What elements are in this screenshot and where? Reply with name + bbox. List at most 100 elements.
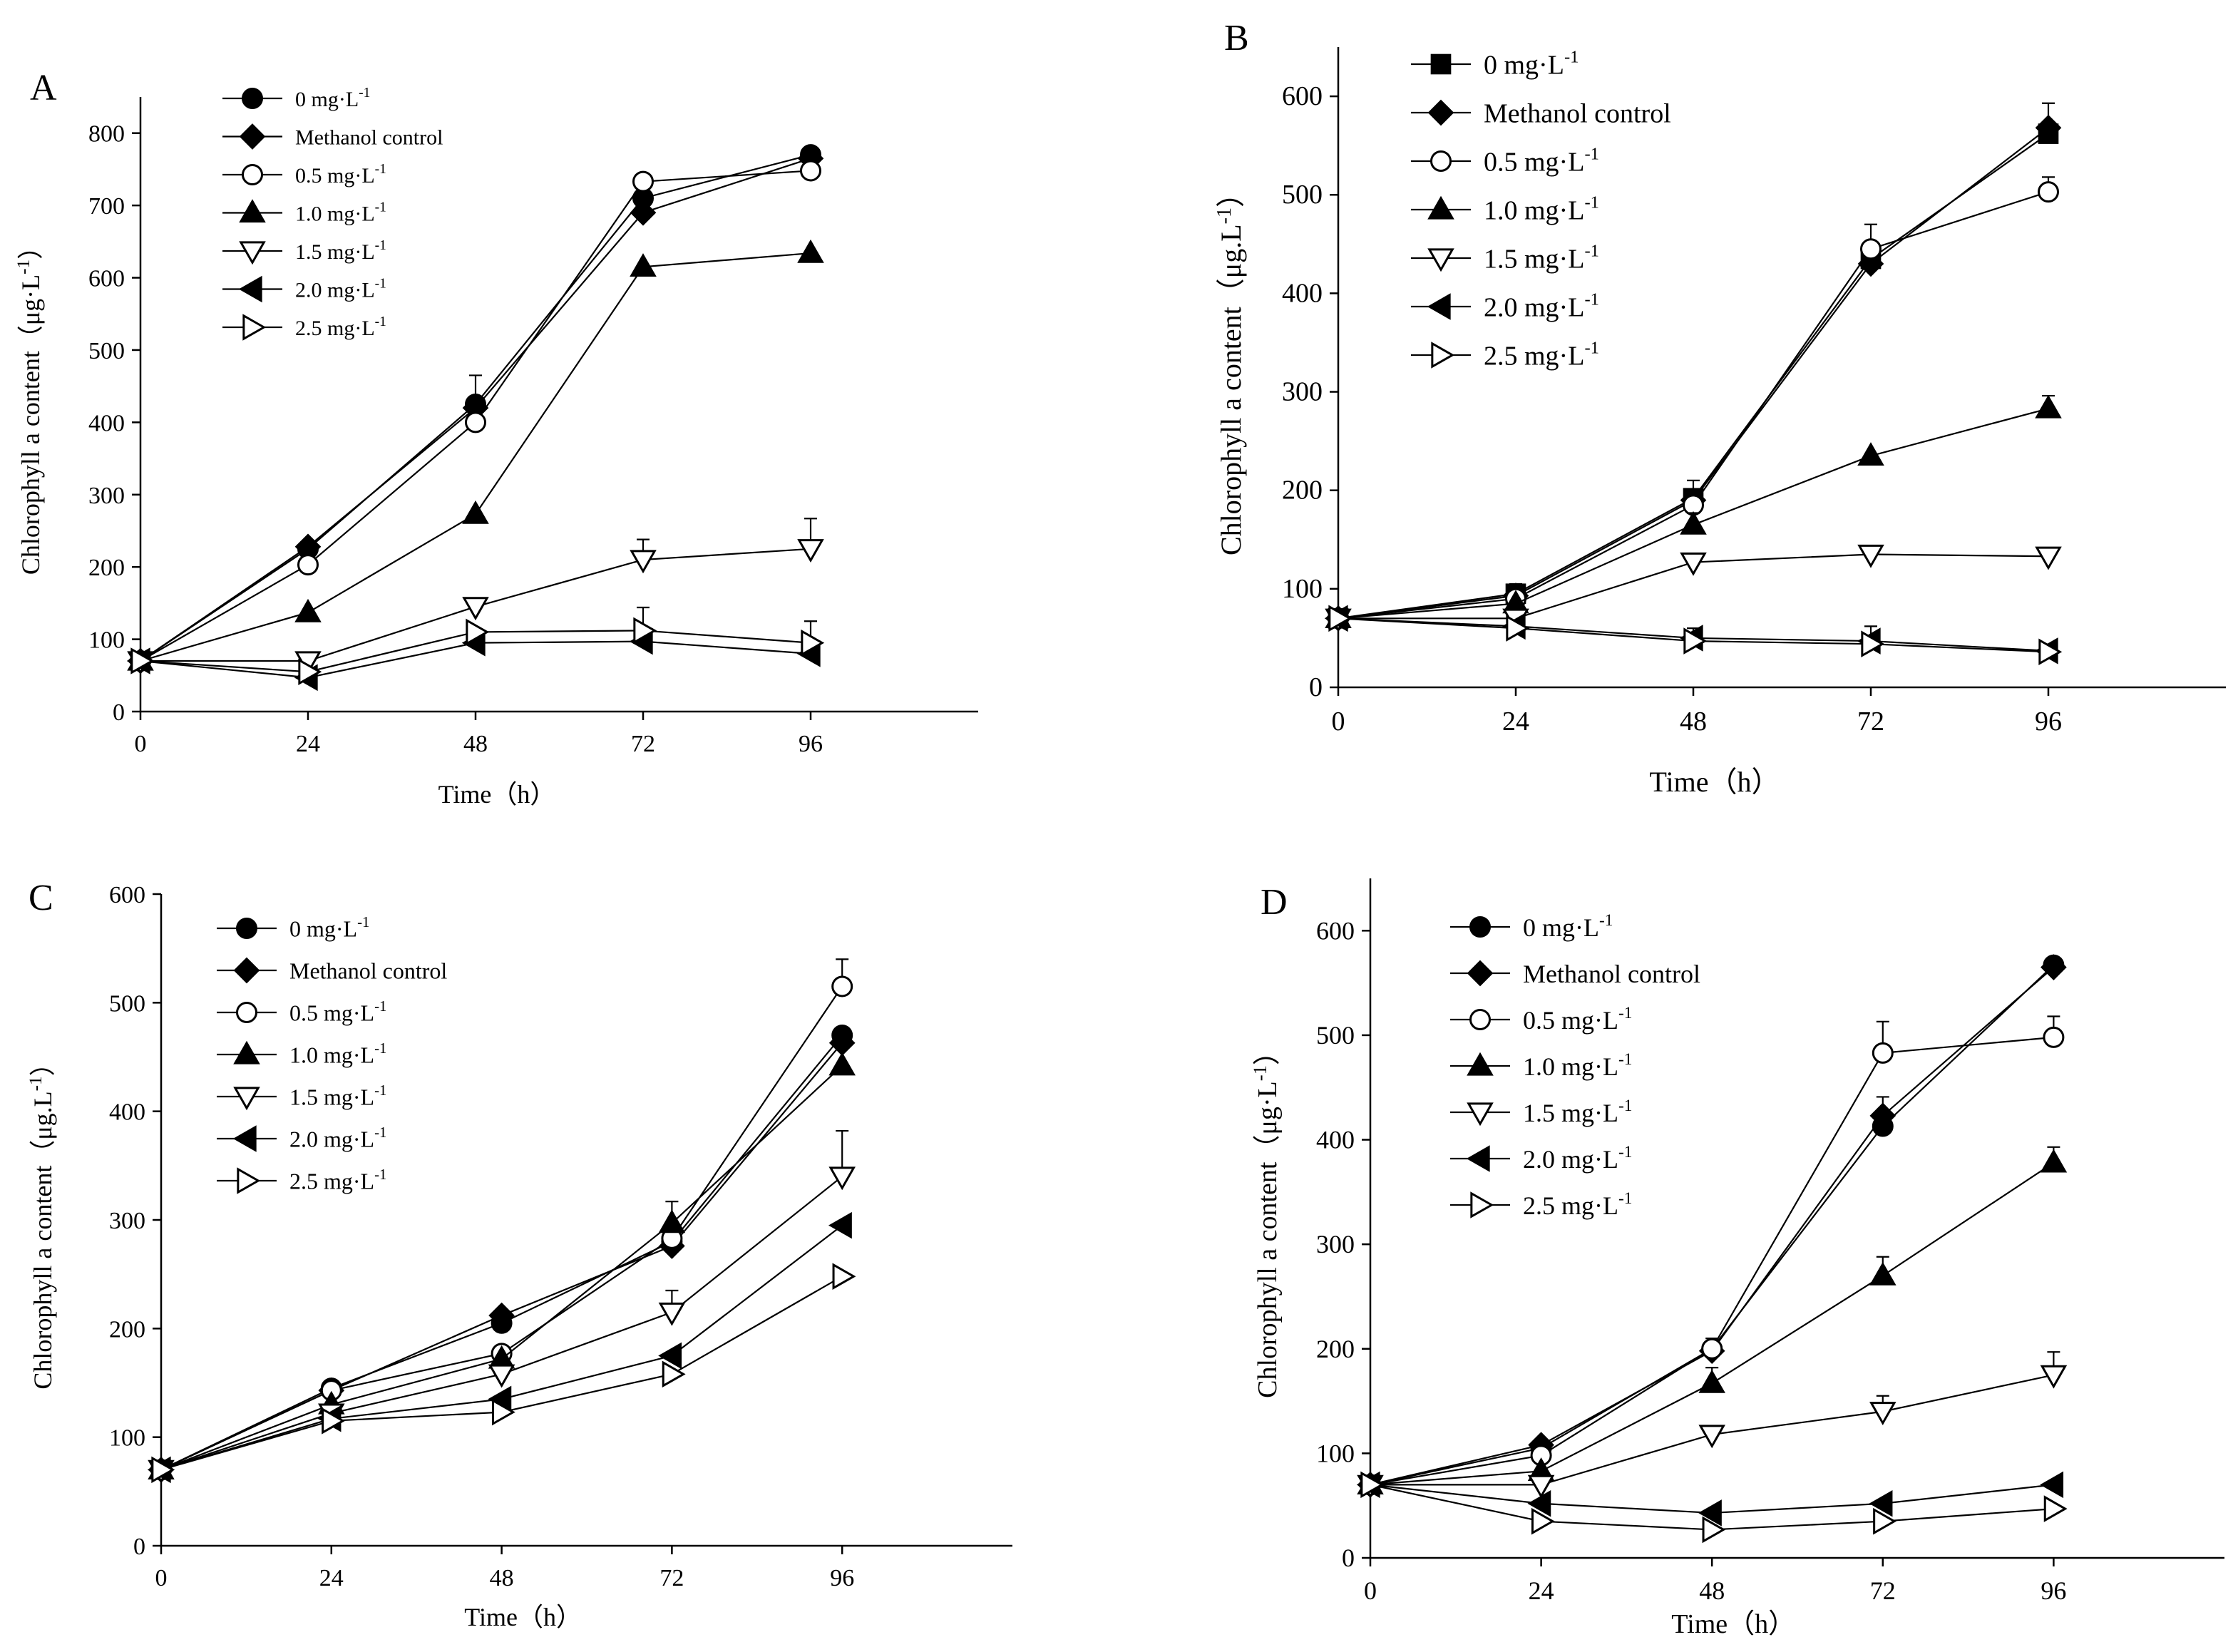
legend-label-text: Methanol control (289, 958, 447, 984)
legend-marker (239, 199, 266, 223)
data-point (658, 1209, 686, 1233)
data-point (465, 411, 486, 433)
legend-item: 1.5 mg·L-1 (1450, 1097, 1632, 1127)
legend-item: 1.5 mg·L-1 (217, 1082, 386, 1111)
legend-item: 2.0 mg·L-1 (1450, 1143, 1632, 1174)
data-point (151, 1456, 175, 1484)
legend-label: 2.0 mg·L-1 (289, 1124, 386, 1151)
legend-label-superscript: -1 (1618, 1050, 1633, 1069)
x-tick-label: 0 (1332, 707, 1345, 737)
legend-label-superscript: -1 (1584, 339, 1599, 358)
legend-label-text: 0 mg·L (295, 88, 359, 111)
x-tick-label: 72 (1870, 1576, 1896, 1605)
x-tick-label: 96 (830, 1565, 854, 1591)
data-point (1680, 552, 1707, 576)
legend-marker (232, 1125, 257, 1152)
legend-item: 0 mg·L-1 (217, 914, 369, 942)
legend-marker (1430, 53, 1452, 75)
legend-label-text: 1.5 mg·L (1523, 1099, 1618, 1127)
legend-label-superscript: -1 (375, 200, 386, 215)
legend-item: 1.0 mg·L-1 (1411, 193, 1599, 226)
legend-marker (242, 164, 263, 185)
data-point (630, 550, 657, 574)
data-point (831, 975, 853, 997)
legend-label-superscript: -1 (1564, 48, 1579, 67)
legend-label-superscript: -1 (1618, 1097, 1633, 1115)
y-tick-label: 400 (88, 410, 125, 436)
legend-item: 1.0 mg·L-1 (1450, 1050, 1632, 1081)
x-tick-label: 72 (659, 1565, 684, 1591)
legend-label-superscript: -1 (1599, 911, 1613, 930)
chart-panel-d: D 0 100 200 300 400 500 600 0 24 48 72 96 Time（h） Chlo… (1249, 878, 2224, 1639)
legend-label: 2.5 mg·L-1 (1484, 339, 1599, 371)
x-axis-label: Time（h） (1671, 1609, 1795, 1639)
legend-label-text: 2.0 mg·L (289, 1127, 374, 1152)
series-line (1338, 127, 2049, 620)
y-axis-label: Chlorophyll a content（μg.L-1） (26, 1050, 57, 1389)
data-point (1869, 1102, 1896, 1129)
legend-label: 0 mg·L-1 (1523, 911, 1613, 942)
legend-label: 0.5 mg·L-1 (1523, 1004, 1632, 1035)
y-axis-label-close: ） (16, 234, 45, 260)
y-axis-label-superscript: -1 (14, 260, 34, 275)
legend-label-superscript: -1 (1584, 290, 1599, 309)
data-point (630, 199, 657, 226)
legend-label: 2.0 mg·L-1 (1484, 290, 1599, 323)
y-tick-label: 400 (109, 1099, 145, 1126)
panel-label: B (1224, 18, 1249, 58)
x-tick-label: 0 (135, 731, 147, 757)
legend-label-superscript: -1 (375, 162, 386, 177)
legend-marker (1427, 293, 1451, 320)
data-point (828, 1052, 856, 1076)
data-point (2035, 546, 2062, 570)
legend-label-superscript: -1 (1584, 193, 1599, 212)
y-tick-label: 100 (1282, 574, 1323, 604)
legend-label: 1.5 mg·L-1 (1523, 1097, 1632, 1127)
x-tick-label: 48 (490, 1565, 514, 1591)
x-tick-label: 24 (296, 731, 320, 757)
legend-item: 2.0 mg·L-1 (217, 1124, 386, 1152)
legend-label-text: 1.5 mg·L (295, 240, 375, 264)
data-point (800, 160, 821, 182)
legend-marker (1470, 1191, 1494, 1219)
data-point (130, 647, 155, 674)
data-point (1702, 1516, 1726, 1544)
legend-marker (236, 918, 257, 939)
panel-label: D (1261, 882, 1288, 923)
legend-item: 0.5 mg·L-1 (222, 162, 386, 188)
y-tick-label: 600 (109, 882, 145, 908)
legend-label-text: 0 mg·L (1484, 51, 1564, 81)
x-tick-label: 48 (1699, 1576, 1725, 1605)
data-point (1857, 544, 1884, 568)
y-tick-label: 500 (1282, 180, 1323, 210)
data-point (2035, 394, 2062, 419)
legend-label-text: Methanol control (1523, 960, 1700, 988)
legend-label-superscript: -1 (374, 998, 386, 1015)
data-point (633, 617, 657, 645)
legend-label-text: 1.5 mg·L (1484, 245, 1584, 275)
legend-label: 1.0 mg·L-1 (295, 200, 386, 226)
y-tick-label: 300 (1316, 1230, 1355, 1258)
legend-label: Methanol control (1484, 99, 1671, 129)
data-point (466, 618, 490, 646)
series-2 (1325, 102, 2062, 632)
y-tick-label: 200 (88, 555, 125, 581)
y-axis-label-close: ） (1215, 179, 1247, 207)
legend-label-text: 0.5 mg·L (1523, 1006, 1618, 1035)
legend-marker (1427, 195, 1454, 220)
data-point (1527, 1474, 1555, 1499)
panel-label: C (29, 878, 53, 918)
legend-label-superscript: -1 (374, 1124, 386, 1141)
data-point (488, 1302, 515, 1329)
legend-label-superscript: -1 (1618, 1189, 1633, 1208)
series-line (1370, 966, 2055, 1486)
y-tick-label: 400 (1316, 1126, 1355, 1154)
x-tick-label: 0 (155, 1565, 168, 1591)
y-axis-label-text: Chlorophyll a content（μg·L (1253, 1081, 1283, 1398)
legend-label: Methanol control (295, 125, 443, 149)
x-tick-label: 24 (1529, 1576, 1554, 1605)
legend-marker (1469, 1009, 1491, 1030)
y-tick-label: 200 (1316, 1335, 1355, 1363)
legend-label: 1.0 mg·L-1 (289, 1040, 386, 1067)
